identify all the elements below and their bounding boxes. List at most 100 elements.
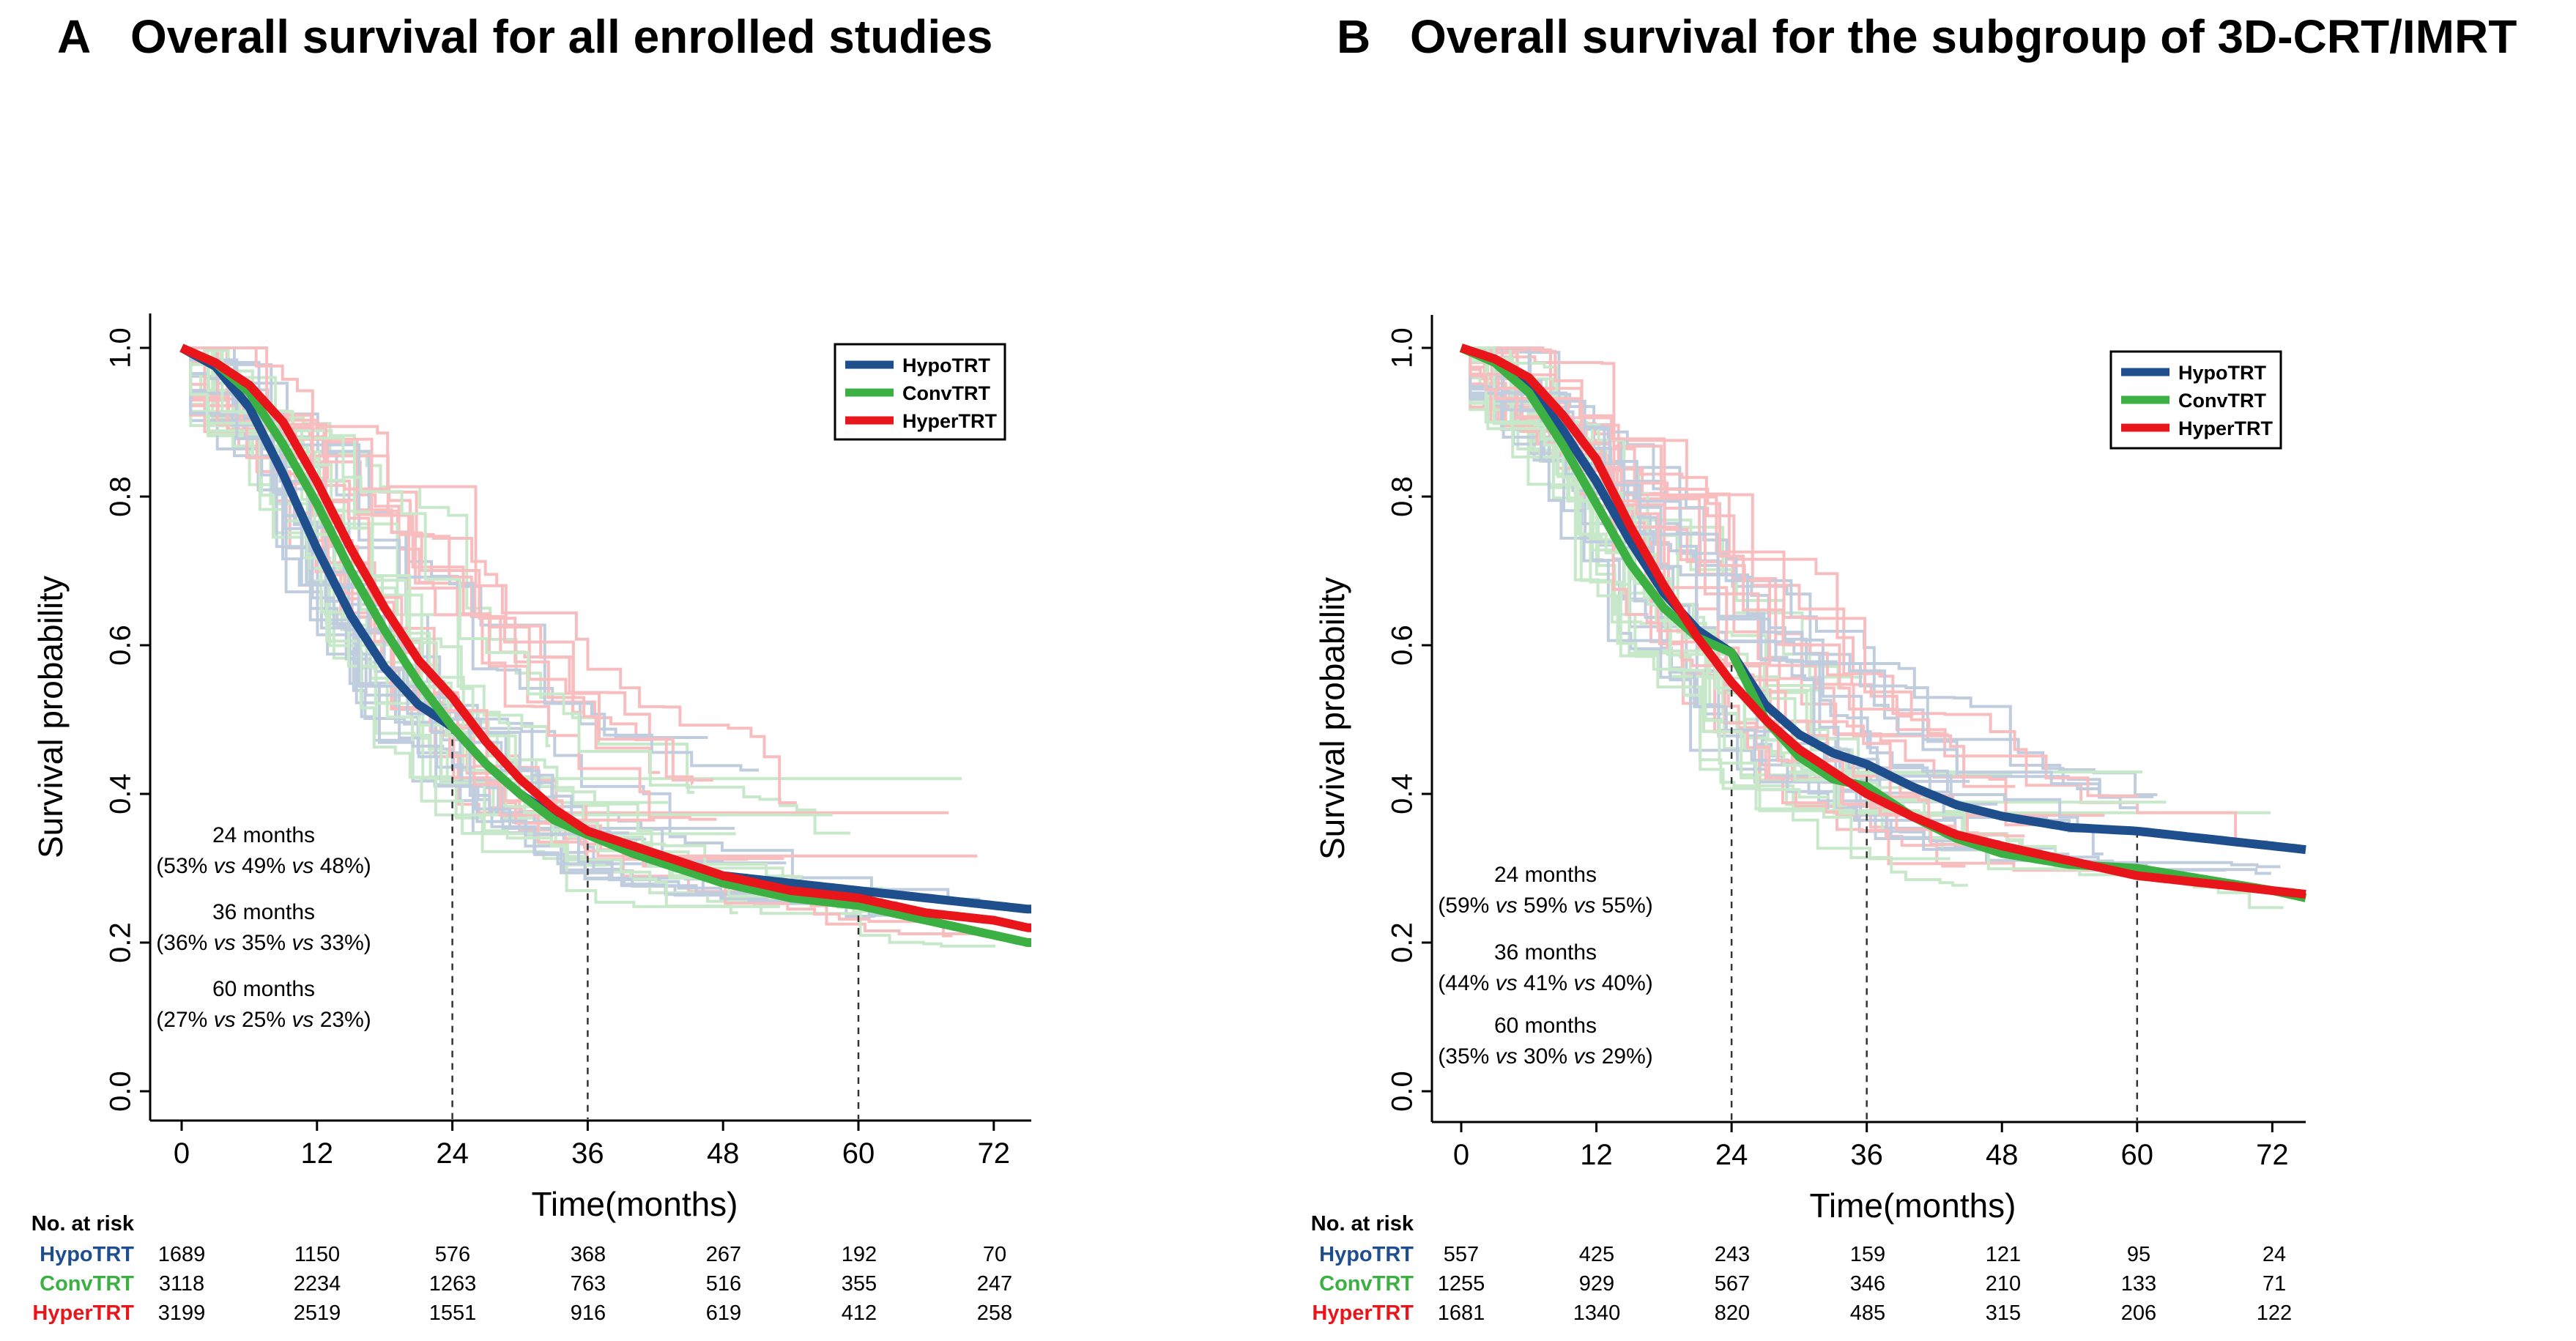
annotation-value: 55%) [1595,894,1652,918]
annotation-value: 25% [236,1008,292,1032]
annotation-value: 41% [1518,971,1574,995]
y-tick-label: 0.8 [105,476,137,517]
x-tick-label: 72 [978,1137,1011,1170]
panel-letter: A [57,10,91,63]
study-curve-hypertrt [182,346,797,804]
x-tick-label: 60 [842,1137,875,1170]
vs-text: vs [214,1008,236,1032]
y-tick-label: 0.4 [105,773,137,814]
study-curve-convtrt [1461,346,2143,774]
study-curve-convtrt [1461,346,2167,804]
study-curve-convtrt [1461,346,1920,812]
risk-cell: 192 [842,1243,877,1266]
study-curve-hypertrt [1461,346,2025,838]
x-axis-title: Time(months) [532,1185,738,1223]
risk-row-label-hypotrt: HypoTRT [1319,1243,1414,1266]
y-tick-label: 1.0 [105,327,137,368]
series-line-hypotrt [1460,343,2306,855]
risk-cell: 2519 [294,1301,341,1325]
study-curve-convtrt [1461,346,2152,876]
study-curve-hypertrt [182,346,582,714]
study-curve-hypertrt [1461,346,1913,718]
panel-b: B Overall survival for the subgroup of 3D… [1311,10,2517,1325]
y-axis-title: Survival probability [1313,577,1351,860]
risk-cell: 95 [2127,1243,2150,1266]
legend-label-hypertrt: HyperTRT [2178,417,2274,439]
risk-row-label-convtrt: ConvTRT [40,1272,134,1296]
vs-text: vs [1496,1044,1518,1069]
study-curve-hypotrt [182,346,735,830]
risk-cell: 355 [842,1272,877,1296]
series-line-convtrt [179,343,1032,947]
risk-row-label-hypertrt: HyperTRT [32,1301,134,1325]
x-tick-label: 24 [1715,1139,1748,1171]
x-tick-label: 0 [174,1137,190,1170]
annotation-value: (35% [1438,1044,1495,1069]
study-curve-hypotrt [182,346,829,905]
vs-text: vs [1573,971,1595,995]
annotation-label: 36 months [212,900,315,924]
risk-cell: 1150 [294,1243,340,1266]
risk-cell: 3199 [158,1301,206,1325]
risk-cell: 820 [1715,1301,1750,1325]
study-curve-hypotrt [182,346,942,917]
y-tick-label: 0.2 [1387,922,1419,963]
study-curve-hypotrt [1461,346,1970,783]
study-curve-hypotrt [182,346,708,739]
legend-label-hypertrt: HyperTRT [902,410,998,432]
study-curve-hypertrt [1461,346,2150,872]
annotation-value: (53% [156,854,213,878]
annotation-label: 24 months [1494,863,1597,887]
study-curve-hypertrt [1461,346,2016,788]
annotation-label: 60 months [212,977,315,1001]
study-curve-convtrt [182,346,738,915]
risk-cell: 516 [706,1272,741,1296]
annotation-values: (36% vs 35% vs 33%) [156,931,371,955]
vs-text: vs [214,931,236,955]
x-tick-label: 36 [1850,1139,1883,1171]
annotation-value: 23%) [313,1008,371,1032]
vs-text: vs [1573,894,1595,918]
panel-letter: B [1337,10,1370,63]
study-curve-hypertrt [1461,346,2105,817]
study-curve-hypotrt [1461,346,2099,790]
risk-table-title: No. at risk [31,1212,135,1236]
study-curve-hypotrt [1461,346,2158,797]
y-tick-label: 0.8 [1387,476,1419,517]
risk-row-label-hypertrt: HyperTRT [1312,1301,1414,1325]
x-tick-label: 36 [571,1137,604,1170]
study-curve-convtrt [182,346,962,781]
study-curve-hypertrt [1461,346,1966,868]
annotation-value: 29%) [1595,1044,1652,1069]
y-tick-label: 1.0 [1387,327,1419,368]
risk-cell: 71 [2263,1272,2286,1296]
annotation-values: (53% vs 49% vs 48%) [156,854,371,878]
risk-table: No. at risk HypoTRT 557 425 243 159 121 95 24 Con… [1311,1212,2292,1325]
x-tick-label: 0 [1453,1139,1469,1171]
risk-cell: 159 [1850,1243,1885,1266]
study-curve-hypertrt [182,346,656,822]
x-tick-label: 72 [2256,1139,2289,1171]
risk-cell: 122 [2257,1301,2292,1325]
y-tick-label: 0.6 [1387,625,1419,666]
study-curve-hypotrt [182,346,825,901]
study-curve-convtrt [1461,346,1950,861]
study-curve-hypertrt [1461,346,2045,827]
annotation-value: (44% [1438,971,1495,995]
y-tick-label: 0.4 [1387,773,1419,814]
vs-text: vs [292,931,313,955]
risk-cell: 3118 [159,1272,204,1296]
risk-row-label-hypotrt: HypoTRT [40,1243,134,1266]
risk-cell: 1255 [1438,1272,1485,1296]
legend-label-hypotrt: HypoTRT [2178,362,2266,384]
risk-cell: 576 [435,1243,470,1266]
risk-table-title: No. at risk [1311,1212,1414,1236]
study-curve-hypotrt [1461,346,2137,809]
legend-label-convtrt: ConvTRT [902,382,990,404]
series-line-hypertrt [1460,343,2306,899]
annotation-value: (59% [1438,894,1495,918]
annotation-value: 48%) [313,854,371,878]
vs-text: vs [1496,894,1518,918]
study-curve-hypertrt [1461,346,2268,844]
study-curve-hypertrt [182,346,661,774]
